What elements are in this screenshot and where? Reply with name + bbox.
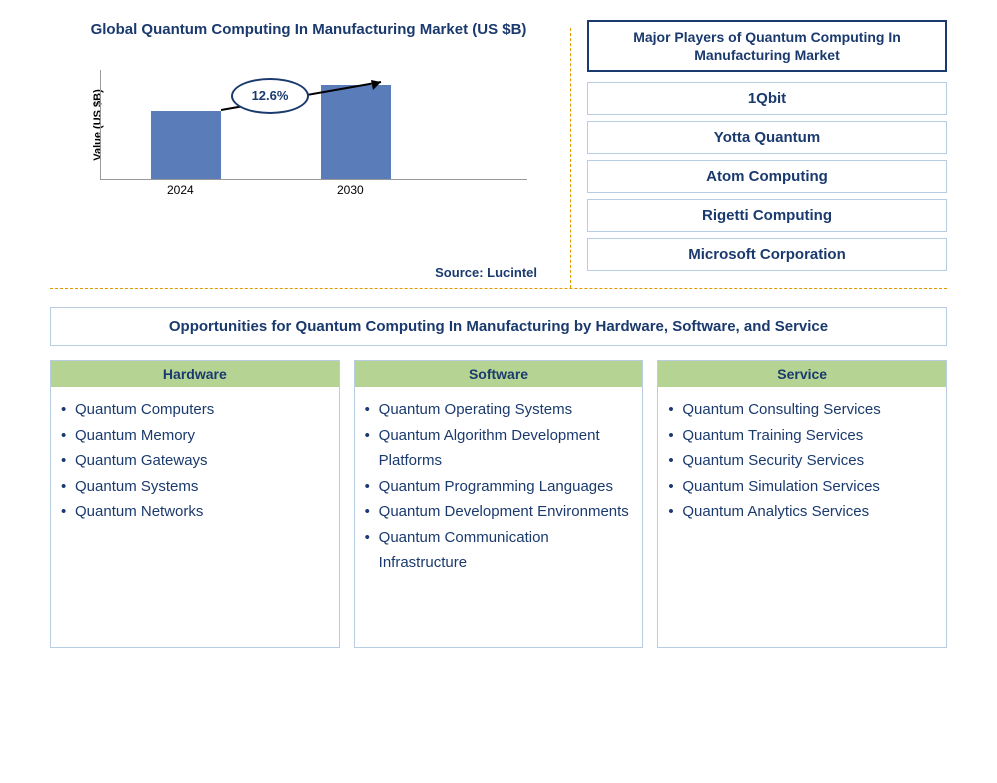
player-item: Atom Computing (587, 160, 947, 193)
x-tick-2030: 2030 (337, 183, 364, 197)
player-item: Rigetti Computing (587, 199, 947, 232)
list-item: Quantum Memory (59, 423, 331, 449)
player-item: 1Qbit (587, 82, 947, 115)
list-item: Quantum Analytics Services (666, 499, 938, 525)
opportunity-column: ServiceQuantum Consulting ServicesQuantu… (657, 360, 947, 648)
list-item: Quantum Systems (59, 474, 331, 500)
x-tick-2024: 2024 (167, 183, 194, 197)
column-header: Service (658, 361, 946, 387)
column-header: Hardware (51, 361, 339, 387)
players-panel: Major Players of Quantum Computing In Ma… (587, 20, 947, 280)
bar-chart: Value (US $B) 2024 2030 12.6% (90, 50, 537, 200)
vertical-divider (570, 28, 571, 288)
opportunities-header: Opportunities for Quantum Computing In M… (50, 307, 947, 346)
list-item: Quantum Programming Languages (363, 474, 635, 500)
growth-rate-label: 12.6% (231, 78, 309, 114)
player-item: Yotta Quantum (587, 121, 947, 154)
chart-panel: Global Quantum Computing In Manufacturin… (50, 20, 567, 280)
player-item: Microsoft Corporation (587, 238, 947, 271)
bar-2024 (151, 111, 221, 179)
top-section: Global Quantum Computing In Manufacturin… (50, 20, 947, 280)
column-header: Software (355, 361, 643, 387)
list-item: Quantum Operating Systems (363, 397, 635, 423)
horizontal-divider (50, 288, 947, 289)
list-item: Quantum Training Services (666, 423, 938, 449)
chart-title: Global Quantum Computing In Manufacturin… (50, 20, 567, 40)
list-item: Quantum Gateways (59, 448, 331, 474)
list-item: Quantum Networks (59, 499, 331, 525)
players-list: 1Qbit Yotta Quantum Atom Computing Rigetti … (587, 82, 947, 271)
players-title: Major Players of Quantum Computing In Ma… (587, 20, 947, 72)
column-body: Quantum Operating SystemsQuantum Algorit… (355, 387, 643, 647)
chart-plot: 2024 2030 12.6% (100, 70, 527, 180)
list-item: Quantum Communication Infrastructure (363, 525, 635, 576)
list-item: Quantum Computers (59, 397, 331, 423)
list-item: Quantum Simulation Services (666, 474, 938, 500)
list-item: Quantum Development Environments (363, 499, 635, 525)
list-item: Quantum Algorithm Development Platforms (363, 423, 635, 474)
opportunities-columns: HardwareQuantum ComputersQuantum MemoryQ… (50, 360, 947, 648)
list-item: Quantum Security Services (666, 448, 938, 474)
column-body: Quantum ComputersQuantum MemoryQuantum G… (51, 387, 339, 647)
chart-source: Source: Lucintel (435, 265, 537, 280)
list-item: Quantum Consulting Services (666, 397, 938, 423)
opportunity-column: SoftwareQuantum Operating SystemsQuantum… (354, 360, 644, 648)
divider-area (50, 288, 947, 289)
column-body: Quantum Consulting ServicesQuantum Train… (658, 387, 946, 647)
opportunity-column: HardwareQuantum ComputersQuantum MemoryQ… (50, 360, 340, 648)
